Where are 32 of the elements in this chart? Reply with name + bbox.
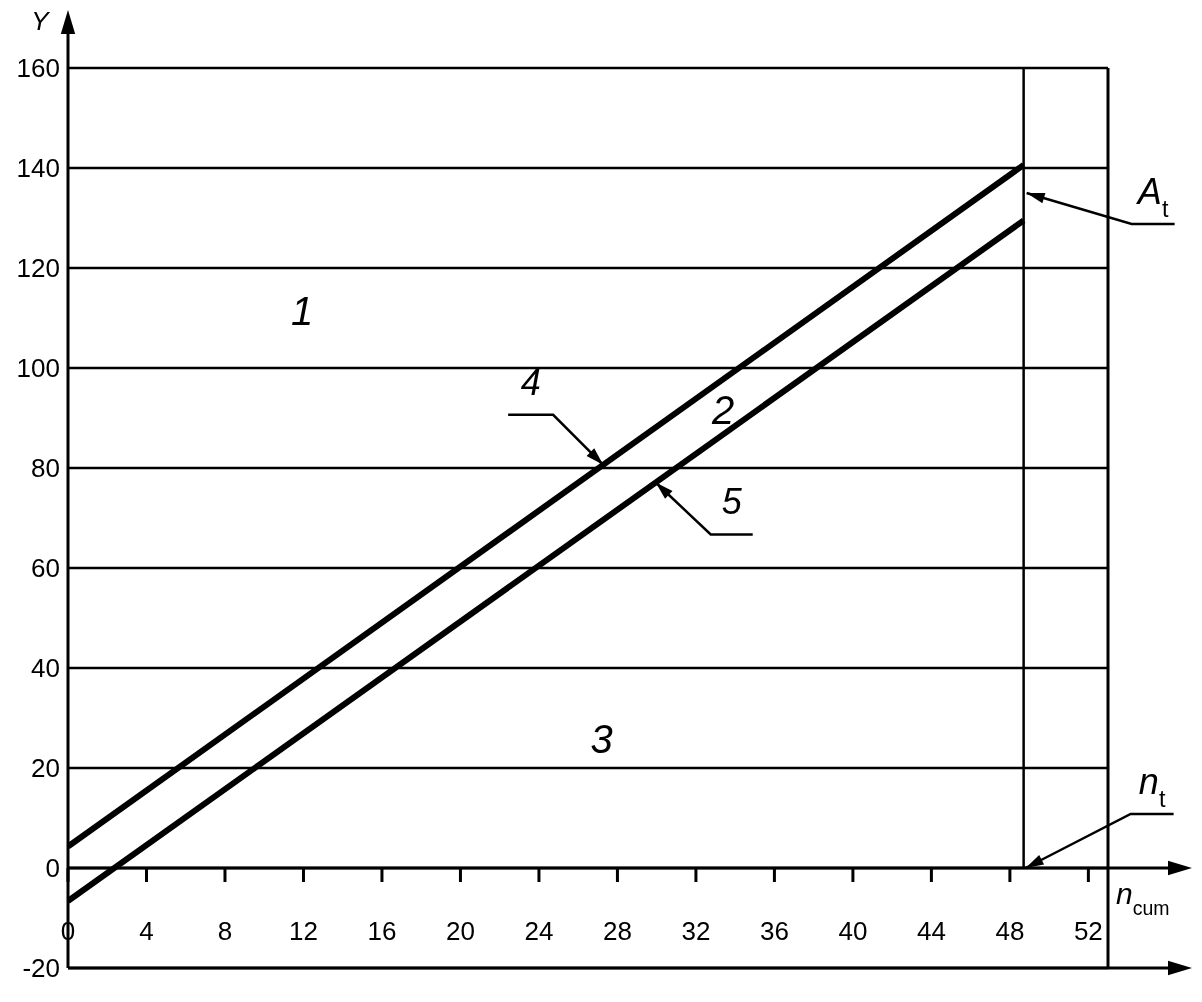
annotation: 1 [290, 289, 314, 333]
x-axis-title: n$_{cum}$ [1116, 877, 1170, 919]
annotation: 2 [711, 388, 735, 432]
ref-line-label: n$_{t}$ [1138, 761, 1166, 812]
y-axis-title: Y [31, 6, 51, 36]
annotation: A$_{t}$ [1135, 171, 1169, 222]
x-tick-label: 4 [139, 916, 154, 946]
y-tick-label: 80 [31, 453, 60, 484]
y-tick-label: 120 [16, 253, 60, 284]
y-tick-label: 140 [16, 153, 60, 184]
y-tick-label: 60 [31, 553, 60, 584]
y-tick-label: 100 [16, 353, 60, 384]
y-tick-label: 0 [45, 853, 60, 884]
x-tick-label: 36 [759, 916, 789, 946]
x-tick-label: 52 [1073, 916, 1103, 946]
x-tick-label: 20 [445, 916, 475, 946]
x-tick-label: 8 [217, 916, 233, 946]
x-tick-label: 24 [524, 916, 554, 946]
x-tick-label: 32 [681, 916, 711, 946]
x-tick-label: 40 [838, 916, 868, 946]
y-tick-label: 20 [31, 753, 60, 784]
y-tick-label: -20 [22, 953, 60, 984]
x-tick-label: 16 [367, 916, 397, 946]
x-tick-label: 48 [995, 916, 1025, 946]
x-tick-label: 28 [602, 916, 632, 946]
annotation: 3 [590, 716, 613, 761]
x-tick-label: 12 [289, 916, 318, 946]
legend-label: 5 [721, 481, 743, 523]
text: 4 [520, 361, 541, 403]
y-tick-label: 40 [31, 653, 60, 684]
x-tick-label: 44 [916, 916, 946, 946]
y-tick-label: 160 [16, 53, 60, 84]
